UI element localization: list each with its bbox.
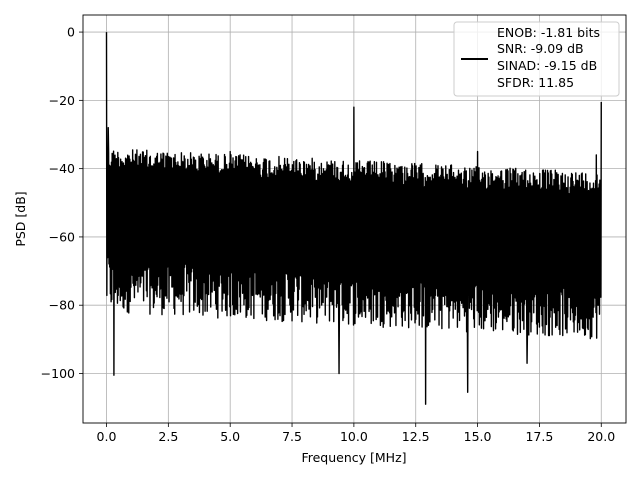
x-tick-label: 15.0 bbox=[464, 429, 492, 444]
x-tick-label: 2.5 bbox=[158, 429, 178, 444]
legend-entry: SINAD: -9.15 dB bbox=[497, 58, 597, 73]
legend-entry: SNR: -9.09 dB bbox=[497, 41, 584, 56]
y-axis-ticks: 0 −20 −40 −60 −80 −100 bbox=[41, 25, 83, 381]
x-tick-label: 20.0 bbox=[587, 429, 615, 444]
y-tick-label: −60 bbox=[49, 229, 75, 244]
x-tick-label: 7.5 bbox=[282, 429, 302, 444]
y-tick-label: −100 bbox=[41, 366, 75, 381]
x-tick-label: 17.5 bbox=[525, 429, 553, 444]
y-tick-label: −20 bbox=[49, 93, 75, 108]
legend: ENOB: -1.81 bits SNR: -9.09 dB SINAD: -9… bbox=[453, 21, 620, 97]
x-tick-label: 10.0 bbox=[340, 429, 368, 444]
legend-entry: SFDR: 11.85 bbox=[497, 75, 574, 90]
x-axis-ticks: 0.0 2.5 5.0 7.5 10.0 12.5 15.0 17.5 20.0 bbox=[97, 423, 615, 444]
psd-trace bbox=[105, 32, 602, 405]
psd-series bbox=[105, 32, 602, 405]
y-tick-label: −40 bbox=[49, 161, 75, 176]
x-tick-label: 0.0 bbox=[97, 429, 117, 444]
y-tick-label: −80 bbox=[49, 298, 75, 313]
x-tick-label: 5.0 bbox=[220, 429, 240, 444]
y-axis-label: PSD [dB] bbox=[13, 191, 28, 246]
x-axis-label: Frequency [MHz] bbox=[301, 450, 406, 465]
legend-box bbox=[453, 21, 620, 97]
plot-frame bbox=[82, 14, 627, 424]
x-tick-label: 12.5 bbox=[402, 429, 430, 444]
y-tick-label: 0 bbox=[67, 25, 75, 40]
legend-entry: ENOB: -1.81 bits bbox=[497, 25, 600, 40]
